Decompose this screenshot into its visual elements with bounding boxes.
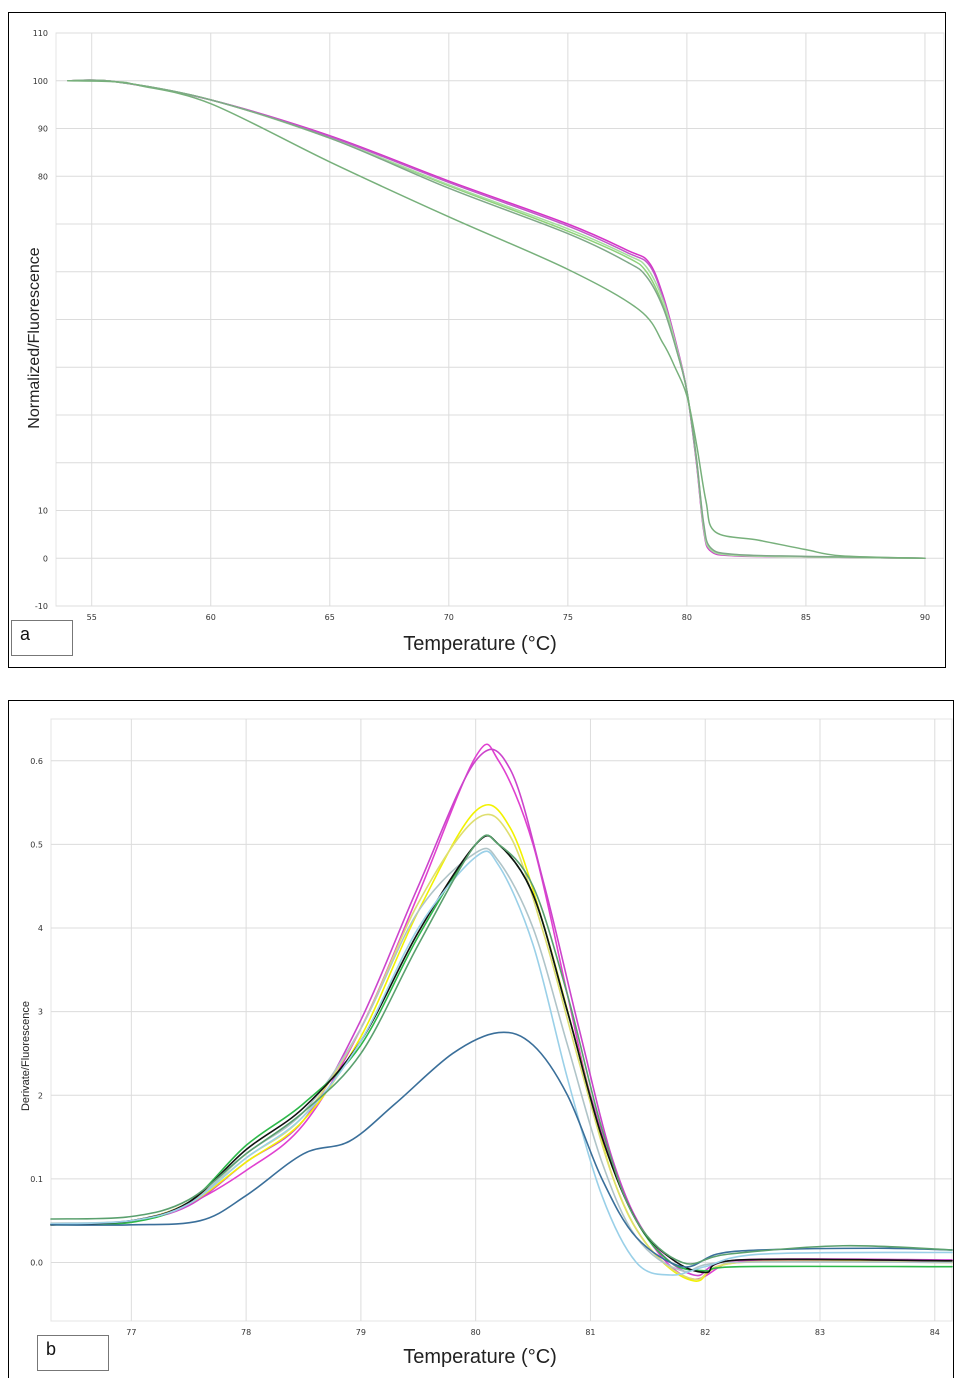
plot-area — [50, 718, 953, 1322]
panel-a-label: a — [11, 620, 73, 656]
series-line-5 — [67, 79, 926, 559]
x-tick-label: 80 — [471, 1328, 481, 1337]
y-tick-label: 100 — [33, 77, 48, 86]
x-tick-label: 78 — [241, 1328, 251, 1337]
y-tick-label: -10 — [35, 602, 48, 611]
y-tick-label: 3 — [38, 1008, 43, 1017]
y-tick-label: 110 — [33, 29, 48, 38]
chart-panel-b: 0.6 0.5 4 3 2 0.1 0.0 77 78 79 80 81 82 83 84 Temperatu… — [8, 700, 954, 1378]
x-tick-label: 82 — [700, 1328, 710, 1337]
panel-b-label: b — [37, 1335, 109, 1371]
x-tick-label: 77 — [126, 1328, 136, 1337]
x-tick-label: 83 — [815, 1328, 825, 1337]
x-tick-label: 75 — [563, 613, 573, 622]
x-tick-label: 80 — [682, 613, 692, 622]
y-tick-label: 80 — [38, 172, 48, 181]
chart-panel-a: 110 100 90 80 10 0 -10 55 60 65 70 75 80 85 90 Temperat… — [8, 12, 946, 668]
series-line-3 — [50, 804, 953, 1282]
y-tick-label: 10 — [38, 507, 48, 516]
x-tick-label: 65 — [325, 613, 335, 622]
x-axis-label: Temperature (°C) — [403, 1346, 557, 1368]
series-line-10 — [50, 834, 953, 1265]
y-tick-label: 0.6 — [30, 757, 43, 766]
x-tick-label: 60 — [206, 613, 216, 622]
y-axis-label: Derivate/Fluorescence — [20, 1001, 32, 1111]
x-tick-label: 85 — [801, 613, 811, 622]
x-tick-label: 70 — [444, 613, 454, 622]
x-tick-label: 90 — [920, 613, 930, 622]
y-tick-label: 2 — [38, 1091, 43, 1100]
y-tick-label: 0 — [43, 554, 48, 563]
x-tick-label: 84 — [930, 1328, 940, 1337]
y-tick-label: 0.0 — [30, 1258, 43, 1267]
series-line-4 — [50, 813, 953, 1281]
y-tick-label: 4 — [38, 924, 43, 933]
series-line-2 — [50, 748, 953, 1277]
y-axis-label: Normalized/Fluorescence — [26, 247, 43, 429]
y-tick-label: 0.5 — [30, 840, 43, 849]
series-line-9 — [50, 1031, 953, 1268]
y-tick-label: 0.1 — [30, 1175, 43, 1184]
x-axis-label: Temperature (°C) — [403, 633, 557, 655]
x-tick-label: 79 — [356, 1328, 366, 1337]
x-tick-label: 81 — [585, 1328, 595, 1337]
chart-b-svg: 0.6 0.5 4 3 2 0.1 0.0 77 78 79 80 81 82 83 84 Temperatu… — [20, 718, 953, 1368]
y-tick-label: 90 — [38, 125, 48, 134]
x-tick-label: 55 — [87, 613, 97, 622]
series-line-5 — [50, 847, 953, 1273]
series-line-6 — [67, 80, 926, 559]
series-line-8 — [50, 850, 953, 1276]
